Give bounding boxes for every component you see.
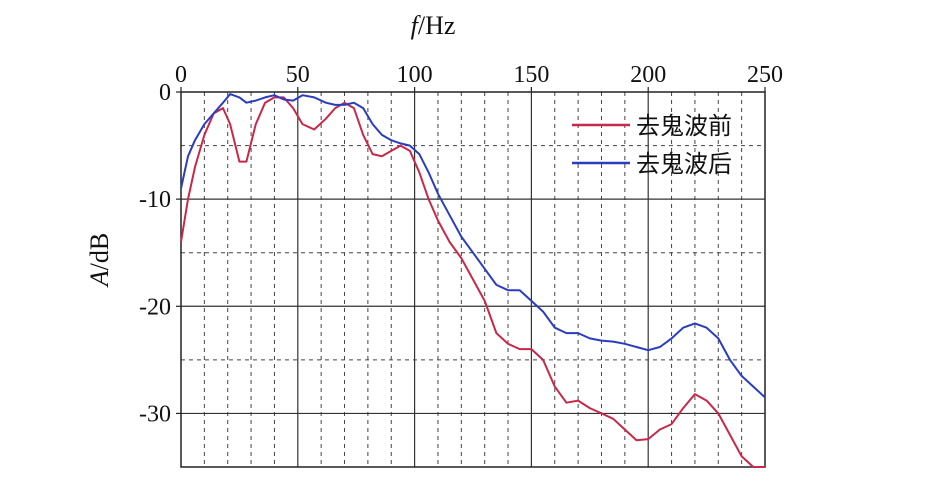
x-tick-label: 200 (630, 62, 666, 88)
y-tick-label: -30 (139, 401, 171, 427)
y-tick-label: -20 (139, 294, 171, 320)
legend-label-before: 去鬼波前 (636, 112, 732, 140)
x-tick-label: 150 (513, 62, 549, 88)
y-axis-title-unit: /dB (85, 233, 114, 271)
x-axis-title: f/Hz (411, 11, 456, 40)
x-tick-label: 50 (286, 62, 310, 88)
series-line-after (180, 93, 766, 399)
tick-labels: 0 50 100 150 200 250 0 -10 -20 -30 (139, 62, 783, 427)
legend: 去鬼波前 去鬼波后 (572, 112, 732, 178)
y-axis-title: A/dB (85, 233, 114, 288)
x-tick-label: 0 (175, 62, 187, 88)
series-layer (180, 93, 766, 468)
x-tick-label: 100 (397, 62, 433, 88)
y-axis-title-symbol: A (85, 270, 114, 288)
x-axis-title-symbol: f (411, 11, 422, 40)
plot-frame (180, 91, 766, 468)
y-tick-label: -10 (139, 187, 171, 213)
legend-label-after: 去鬼波后 (636, 150, 732, 178)
y-tick-label: 0 (159, 80, 171, 106)
series-line-before (180, 96, 765, 468)
x-tick-label: 250 (747, 62, 783, 88)
x-axis-title-unit: /Hz (418, 11, 456, 40)
